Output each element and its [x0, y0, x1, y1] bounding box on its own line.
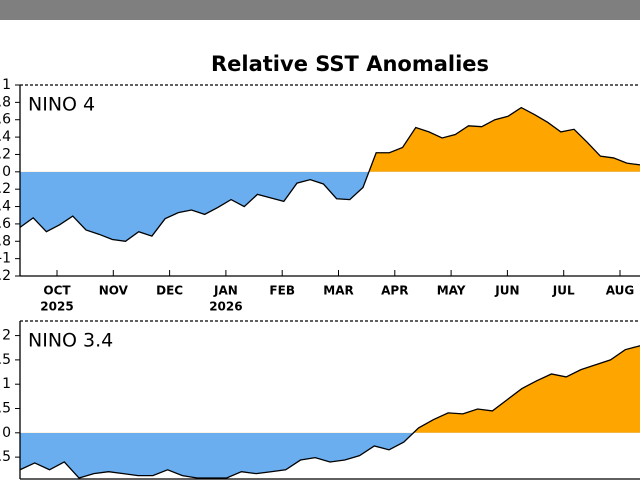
x-tick-label: MAY: [437, 284, 466, 298]
y-tick-label: 0: [2, 425, 11, 441]
y-tick-label: 1.5: [0, 352, 11, 368]
area-below: [20, 432, 640, 479]
area-above: [20, 107, 640, 172]
y-tick-label: -.2: [0, 181, 11, 197]
y-tick-label: -.6: [0, 216, 11, 232]
year-label: 2026: [209, 300, 242, 314]
x-tick-label: FEB: [269, 284, 295, 298]
panel-label: NINO 4: [28, 94, 95, 116]
y-tick-label: 0: [2, 164, 11, 180]
year-label: 2025: [40, 300, 73, 314]
panel-label: NINO 3.4: [28, 330, 113, 352]
y-tick-label: -.4: [0, 199, 11, 215]
x-tick-label: AUG: [606, 284, 635, 298]
y-tick-label: -.5: [0, 449, 11, 465]
y-tick-label: -1.2: [0, 268, 11, 284]
top-bar: [0, 0, 640, 20]
line: [19, 345, 640, 479]
line: [19, 106, 640, 242]
area-above: [413, 345, 640, 433]
x-tick-label: JUL: [552, 284, 575, 298]
x-tick-label: NOV: [99, 284, 129, 298]
y-tick-label: .4: [0, 129, 11, 145]
x-tick-label: OCT: [43, 284, 71, 298]
x-tick-label: DEC: [156, 284, 183, 298]
x-tick-label: JUN: [494, 284, 519, 298]
y-tick-label: 1: [2, 376, 11, 392]
chart-title: Relative SST Anomalies: [211, 52, 489, 76]
x-tick-label: MAR: [323, 284, 353, 298]
y-tick-label: .2: [0, 146, 11, 162]
y-tick-label: 1: [2, 77, 11, 93]
y-tick-label: -.8: [0, 233, 11, 249]
y-tick-label: .8: [0, 94, 11, 110]
y-tick-label: .6: [0, 112, 11, 128]
x-tick-label: APR: [381, 284, 408, 298]
y-tick-label: 2: [2, 328, 11, 344]
area-below: [20, 171, 640, 242]
y-tick-label: .5: [0, 401, 11, 417]
x-tick-label: JAN: [213, 284, 238, 298]
y-tick-label: -1: [0, 251, 11, 267]
